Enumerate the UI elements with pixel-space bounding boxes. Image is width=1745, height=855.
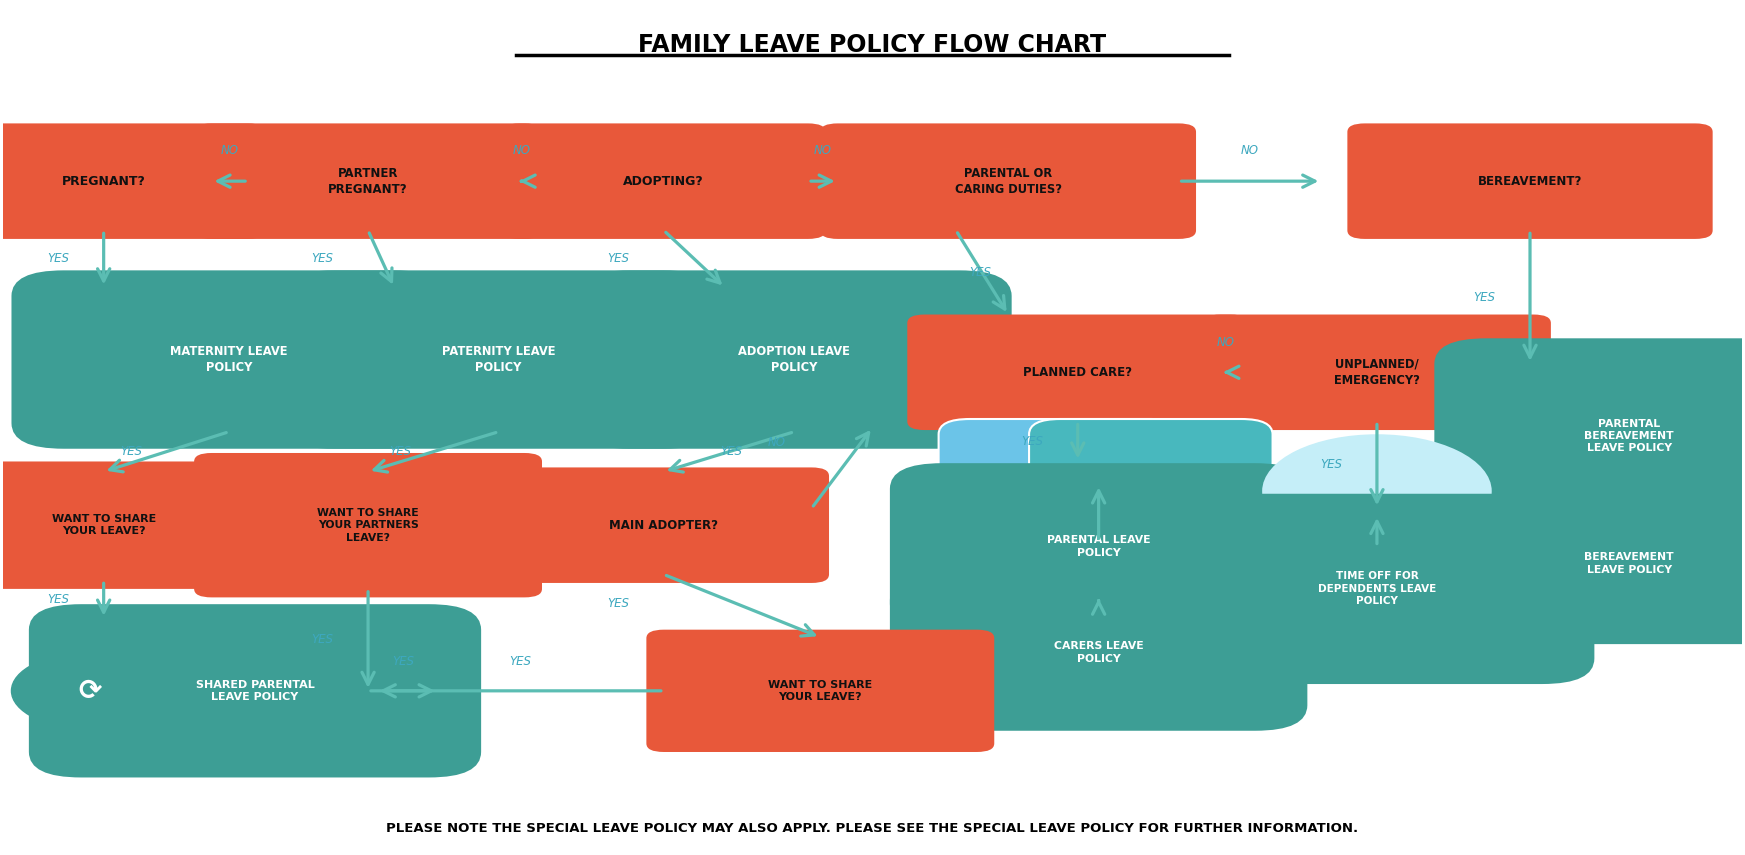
Text: NO: NO <box>813 144 832 157</box>
Text: NO: NO <box>1241 144 1258 157</box>
FancyBboxPatch shape <box>503 123 825 239</box>
Text: WANT TO SHARE
YOUR LEAVE?: WANT TO SHARE YOUR LEAVE? <box>52 514 155 536</box>
Text: NO: NO <box>222 144 239 157</box>
Text: YES: YES <box>311 252 333 265</box>
Text: PLEASE NOTE THE SPECIAL LEAVE POLICY MAY ALSO APPLY. PLEASE SEE THE SPECIAL LEAV: PLEASE NOTE THE SPECIAL LEAVE POLICY MAY… <box>386 822 1359 835</box>
Text: YES: YES <box>389 445 412 458</box>
Text: BEREAVEMENT
LEAVE POLICY: BEREAVEMENT LEAVE POLICY <box>1584 552 1673 575</box>
Text: ⟳: ⟳ <box>79 677 101 705</box>
Text: WANT TO SHARE
YOUR LEAVE?: WANT TO SHARE YOUR LEAVE? <box>768 680 872 702</box>
Circle shape <box>12 652 168 729</box>
Text: WANT TO SHARE
YOUR PARTNERS
LEAVE?: WANT TO SHARE YOUR PARTNERS LEAVE? <box>318 508 419 543</box>
Text: CARERS LEAVE
POLICY: CARERS LEAVE POLICY <box>1054 641 1143 663</box>
FancyBboxPatch shape <box>820 123 1195 239</box>
FancyBboxPatch shape <box>0 123 265 239</box>
FancyBboxPatch shape <box>281 270 715 449</box>
Text: YES: YES <box>120 445 141 458</box>
FancyBboxPatch shape <box>1434 483 1745 644</box>
Text: PREGNANT?: PREGNANT? <box>61 174 145 187</box>
Text: FAMILY LEAVE POLICY FLOW CHART: FAMILY LEAVE POLICY FLOW CHART <box>639 32 1106 56</box>
Text: UNPLANNED/
EMERGENCY?: UNPLANNED/ EMERGENCY? <box>1333 357 1420 386</box>
Text: YES: YES <box>607 252 628 265</box>
FancyBboxPatch shape <box>1347 123 1712 239</box>
Text: PLANNED CARE?: PLANNED CARE? <box>1023 366 1133 379</box>
Text: YES: YES <box>607 598 628 610</box>
FancyBboxPatch shape <box>12 270 447 449</box>
Text: YES: YES <box>47 593 68 606</box>
FancyBboxPatch shape <box>578 270 1012 449</box>
Text: SHARED PARENTAL
LEAVE POLICY: SHARED PARENTAL LEAVE POLICY <box>195 680 314 702</box>
FancyBboxPatch shape <box>1159 493 1595 684</box>
Text: BEREAVEMENT?: BEREAVEMENT? <box>1478 174 1583 187</box>
FancyBboxPatch shape <box>646 629 995 752</box>
Circle shape <box>1263 436 1490 546</box>
Text: YES: YES <box>968 266 991 279</box>
Text: PARENTAL LEAVE
POLICY: PARENTAL LEAVE POLICY <box>1047 535 1150 557</box>
FancyBboxPatch shape <box>907 315 1248 430</box>
Text: YES: YES <box>1021 435 1044 448</box>
FancyBboxPatch shape <box>1030 419 1272 555</box>
Text: YES: YES <box>721 445 742 458</box>
FancyBboxPatch shape <box>194 123 543 239</box>
Text: YES: YES <box>510 655 530 668</box>
FancyBboxPatch shape <box>890 575 1307 731</box>
Text: TIME OFF FOR
DEPENDENTS LEAVE
POLICY: TIME OFF FOR DEPENDENTS LEAVE POLICY <box>1317 571 1436 606</box>
Text: MATERNITY LEAVE
POLICY: MATERNITY LEAVE POLICY <box>171 345 288 374</box>
FancyBboxPatch shape <box>30 604 482 777</box>
Text: NO: NO <box>513 144 530 157</box>
Text: PATERNITY LEAVE
POLICY: PATERNITY LEAVE POLICY <box>441 345 555 374</box>
Text: PARENTAL OR
CARING DUTIES?: PARENTAL OR CARING DUTIES? <box>955 167 1061 196</box>
Text: YES: YES <box>47 252 68 265</box>
Text: ADOPTION LEAVE
POLICY: ADOPTION LEAVE POLICY <box>738 345 850 374</box>
FancyBboxPatch shape <box>1434 339 1745 534</box>
Text: MAIN ADOPTER?: MAIN ADOPTER? <box>609 519 719 532</box>
Text: YES: YES <box>311 634 333 646</box>
FancyBboxPatch shape <box>1202 315 1551 430</box>
Text: NO: NO <box>768 436 787 449</box>
Text: NO: NO <box>1216 335 1235 349</box>
FancyBboxPatch shape <box>0 462 274 589</box>
Text: YES: YES <box>1321 458 1342 471</box>
Text: ADOPTING?: ADOPTING? <box>623 174 705 187</box>
Text: PARTNER
PREGNANT?: PARTNER PREGNANT? <box>328 167 408 196</box>
FancyBboxPatch shape <box>194 453 543 598</box>
FancyBboxPatch shape <box>939 419 1181 555</box>
Text: YES: YES <box>393 655 414 668</box>
Text: YES: YES <box>1473 291 1495 304</box>
FancyBboxPatch shape <box>890 463 1307 629</box>
FancyBboxPatch shape <box>499 468 829 583</box>
Text: PARENTAL
BEREAVEMENT
LEAVE POLICY: PARENTAL BEREAVEMENT LEAVE POLICY <box>1584 419 1673 453</box>
